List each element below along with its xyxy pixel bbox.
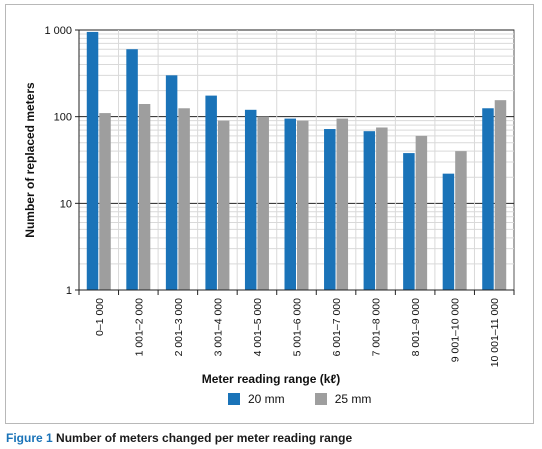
bar-25mm [336, 118, 349, 290]
bar-20mm [284, 118, 296, 290]
x-tick-label: 9 001–10 000 [450, 298, 462, 362]
x-tick-label: 0–1 000 [94, 298, 106, 336]
bar-20mm [165, 75, 178, 290]
bar-25mm [455, 151, 467, 290]
legend-swatch-25mm [314, 393, 327, 405]
x-axis-label: Meter reading range (kℓ) [201, 372, 341, 386]
x-tick-label: 2 001–3 000 [173, 298, 185, 357]
x-tick-label: 3 001–4 000 [212, 298, 224, 357]
legend-swatch-20mm [228, 393, 240, 405]
bar-25mm [415, 135, 428, 290]
y-tick-label: 1 [66, 285, 72, 297]
bar-25mm [494, 100, 507, 290]
y-axis-label: Number of replaced meters [23, 82, 37, 238]
bar-25mm [178, 108, 190, 291]
gridlines [78, 29, 515, 291]
bar-20mm [363, 131, 376, 290]
legend-item-25mm: 25 mm [314, 392, 372, 406]
x-tick-label: 10 001–11 000 [489, 298, 501, 367]
x-tick-label: 1 001–2 000 [133, 298, 145, 357]
y-tick-label: 10 [60, 198, 72, 210]
figure-caption: Figure 1 Number of meters changed per me… [6, 431, 352, 445]
bar-20mm [482, 108, 494, 291]
legend-item-20mm: 20 mm [228, 392, 285, 406]
x-tick-label: 8 001–9 000 [410, 298, 422, 357]
x-tick-label: 5 001–6 000 [292, 298, 304, 357]
caption-text: Number of meters changed per meter readi… [56, 431, 353, 445]
bar-20mm [126, 49, 138, 290]
bar-20mm [324, 129, 336, 290]
bar-25mm [99, 113, 111, 290]
legend-label-20mm: 20 mm [248, 392, 285, 406]
x-tick-label: 4 001–5 000 [252, 298, 264, 357]
axes [75, 29, 515, 295]
bar-25mm [217, 120, 230, 290]
y-tick-labels: 1 10 100 1 000 [44, 25, 72, 297]
bar-20mm [86, 31, 99, 290]
legend: 20 mm 25 mm [228, 392, 371, 406]
y-tick-label: 1 000 [44, 25, 72, 37]
bars [86, 31, 507, 291]
bar-25mm [138, 104, 151, 291]
legend-label-25mm: 25 mm [334, 392, 372, 406]
bar-25mm [376, 127, 388, 290]
bar-25mm [257, 116, 269, 291]
y-tick-label: 100 [54, 112, 72, 124]
bar-20mm [205, 95, 217, 291]
figure-label: Figure 1 [6, 431, 53, 445]
x-tick-label: 6 001–7 000 [331, 298, 343, 357]
bar-20mm [244, 109, 257, 290]
bar-20mm [403, 153, 415, 290]
bar-25mm [297, 120, 309, 290]
x-tick-label: 7 001–8 000 [371, 298, 383, 357]
x-tick-labels: 0–1 000 1 001–2 000 2 001–3 000 3 001–4 000… [94, 298, 501, 367]
bar-20mm [442, 173, 455, 290]
